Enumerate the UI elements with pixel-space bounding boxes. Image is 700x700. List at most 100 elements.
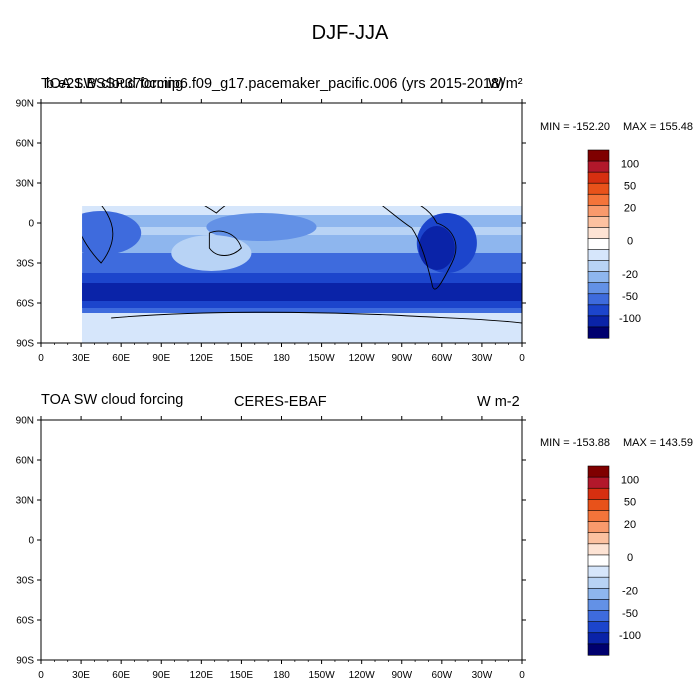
lat-label: 30N [16, 179, 34, 190]
lon-label: 60W [432, 670, 453, 681]
colorbar-swatch [587, 182, 610, 195]
colorbar-swatch [587, 204, 610, 217]
colorbar-swatch [587, 193, 610, 206]
lat-label: 0 [28, 536, 34, 547]
colorbar-label: -100 [619, 630, 641, 642]
lat-label: 90S [16, 656, 34, 667]
colorbar-swatch [587, 621, 610, 634]
shaded-field [82, 206, 522, 343]
lon-label: 120E [190, 353, 214, 364]
colorbar-1: 100 50 20 0 -20 -50 -100 [587, 149, 641, 339]
panel-2-max-label: MAX = 143.59 [623, 437, 694, 449]
lon-label: 0 [519, 670, 525, 681]
map-panel-1: 0 30E 60E 90E 120E 150E 180 150W 120W 90W 60W 30W 09… [16, 99, 526, 364]
figure-title: DJF-JJA [311, 22, 389, 44]
colorbar-label: 20 [624, 519, 636, 531]
lon-label: 30E [72, 670, 90, 681]
lon-label: 30E [72, 353, 90, 364]
colorbar-swatch [587, 599, 610, 612]
map-panel-2: 0 30E 60E 90E 120E 150E 180 150W 120W 90W 60W 30W 09… [16, 416, 526, 681]
colorbar-swatch [587, 510, 610, 523]
colorbar-swatch [587, 249, 610, 262]
colorbar-2: 100 50 20 0 -20 -50 -100 [587, 465, 641, 656]
lat-label: 90S [16, 339, 34, 350]
panel-2-left-title: TOA SW cloud forcing [41, 392, 184, 408]
colorbar-swatch [587, 304, 610, 317]
colorbar-label: 0 [627, 552, 633, 564]
colorbar-swatch [587, 487, 610, 500]
lon-label: 60W [432, 353, 453, 364]
lon-label: 30W [472, 670, 493, 681]
lon-label: 150E [230, 670, 254, 681]
colorbar-swatch [587, 532, 610, 545]
colorbar-swatch [587, 293, 610, 306]
map-frame [40, 419, 523, 661]
lon-label: 90W [391, 353, 412, 364]
colorbar-swatch [587, 554, 610, 567]
colorbar-swatch [587, 643, 610, 656]
colorbar-swatch [587, 149, 610, 162]
coastlines [41, 432, 522, 640]
lon-label: 150W [309, 353, 336, 364]
colorbar-swatch [587, 576, 610, 589]
panel-1-center-title: b.e21.BSSP370cmip6.f09_g17.pacemaker_pac… [46, 76, 504, 92]
lat-label: 90N [16, 99, 34, 110]
shaded-field [41, 420, 522, 660]
colorbar-swatch [587, 465, 610, 478]
panel-2-center-title: CERES-EBAF [234, 394, 327, 410]
panel-1-units: W/m² [488, 76, 523, 92]
lon-label: 30W [472, 353, 493, 364]
lat-label: 0 [28, 219, 34, 230]
lon-label: 0 [38, 670, 44, 681]
colorbar-swatch [587, 521, 610, 534]
colorbar-label: -100 [619, 313, 641, 325]
colorbar-swatch [587, 543, 610, 556]
colorbar-swatch [587, 238, 610, 251]
lat-label: 30S [16, 259, 34, 270]
colorbar-label: 100 [621, 158, 639, 170]
lon-label: 0 [519, 353, 525, 364]
panel-1-max-label: MAX = 155.48 [623, 121, 694, 133]
colorbar-swatch [587, 315, 610, 328]
lat-label: 60S [16, 299, 34, 310]
lon-label: 60E [112, 353, 130, 364]
panel-1-min-label: MIN = -152.20 [540, 121, 611, 133]
colorbar-swatch [587, 271, 610, 284]
colorbar-swatch [587, 499, 610, 512]
colorbar-swatch [587, 587, 610, 601]
lon-label: 120E [190, 670, 214, 681]
panel-2-units: W m-2 [477, 394, 520, 410]
colorbar-swatch [587, 260, 610, 273]
lon-label: 180 [273, 670, 290, 681]
lon-label: 90E [152, 353, 170, 364]
colorbar-swatch [587, 171, 610, 184]
panel-1-left-title: TOA SW cloud forcing [41, 76, 184, 92]
colorbar-swatch [587, 227, 610, 240]
lon-label: 180 [273, 353, 290, 364]
lat-label: 90N [16, 416, 34, 427]
colorbar-label: 50 [624, 497, 636, 509]
panel-2-min-label: MIN = -153.88 [540, 437, 611, 449]
lon-label: 120W [349, 670, 376, 681]
colorbar-label: -20 [622, 269, 638, 281]
lat-label: 60S [16, 616, 34, 627]
lon-label: 90W [391, 670, 412, 681]
lat-label: 60N [16, 139, 34, 150]
lon-label: 0 [38, 353, 44, 364]
colorbar-swatch [587, 282, 610, 295]
colorbar-swatch [587, 326, 610, 339]
colorbar-swatch [587, 632, 610, 645]
colorbar-label: -50 [622, 608, 638, 620]
lon-label: 150W [309, 670, 336, 681]
colorbar-label: -50 [622, 291, 638, 303]
lon-label: 120W [349, 353, 376, 364]
lon-label: 150E [230, 353, 254, 364]
colorbar-swatch [587, 160, 610, 173]
colorbar-label: -20 [622, 586, 638, 598]
colorbar-swatch [587, 610, 610, 623]
colorbar-label: 0 [627, 236, 633, 248]
colorbar-label: 100 [621, 474, 639, 486]
colorbar-swatch [587, 216, 610, 229]
colorbar-label: 50 [624, 180, 636, 192]
